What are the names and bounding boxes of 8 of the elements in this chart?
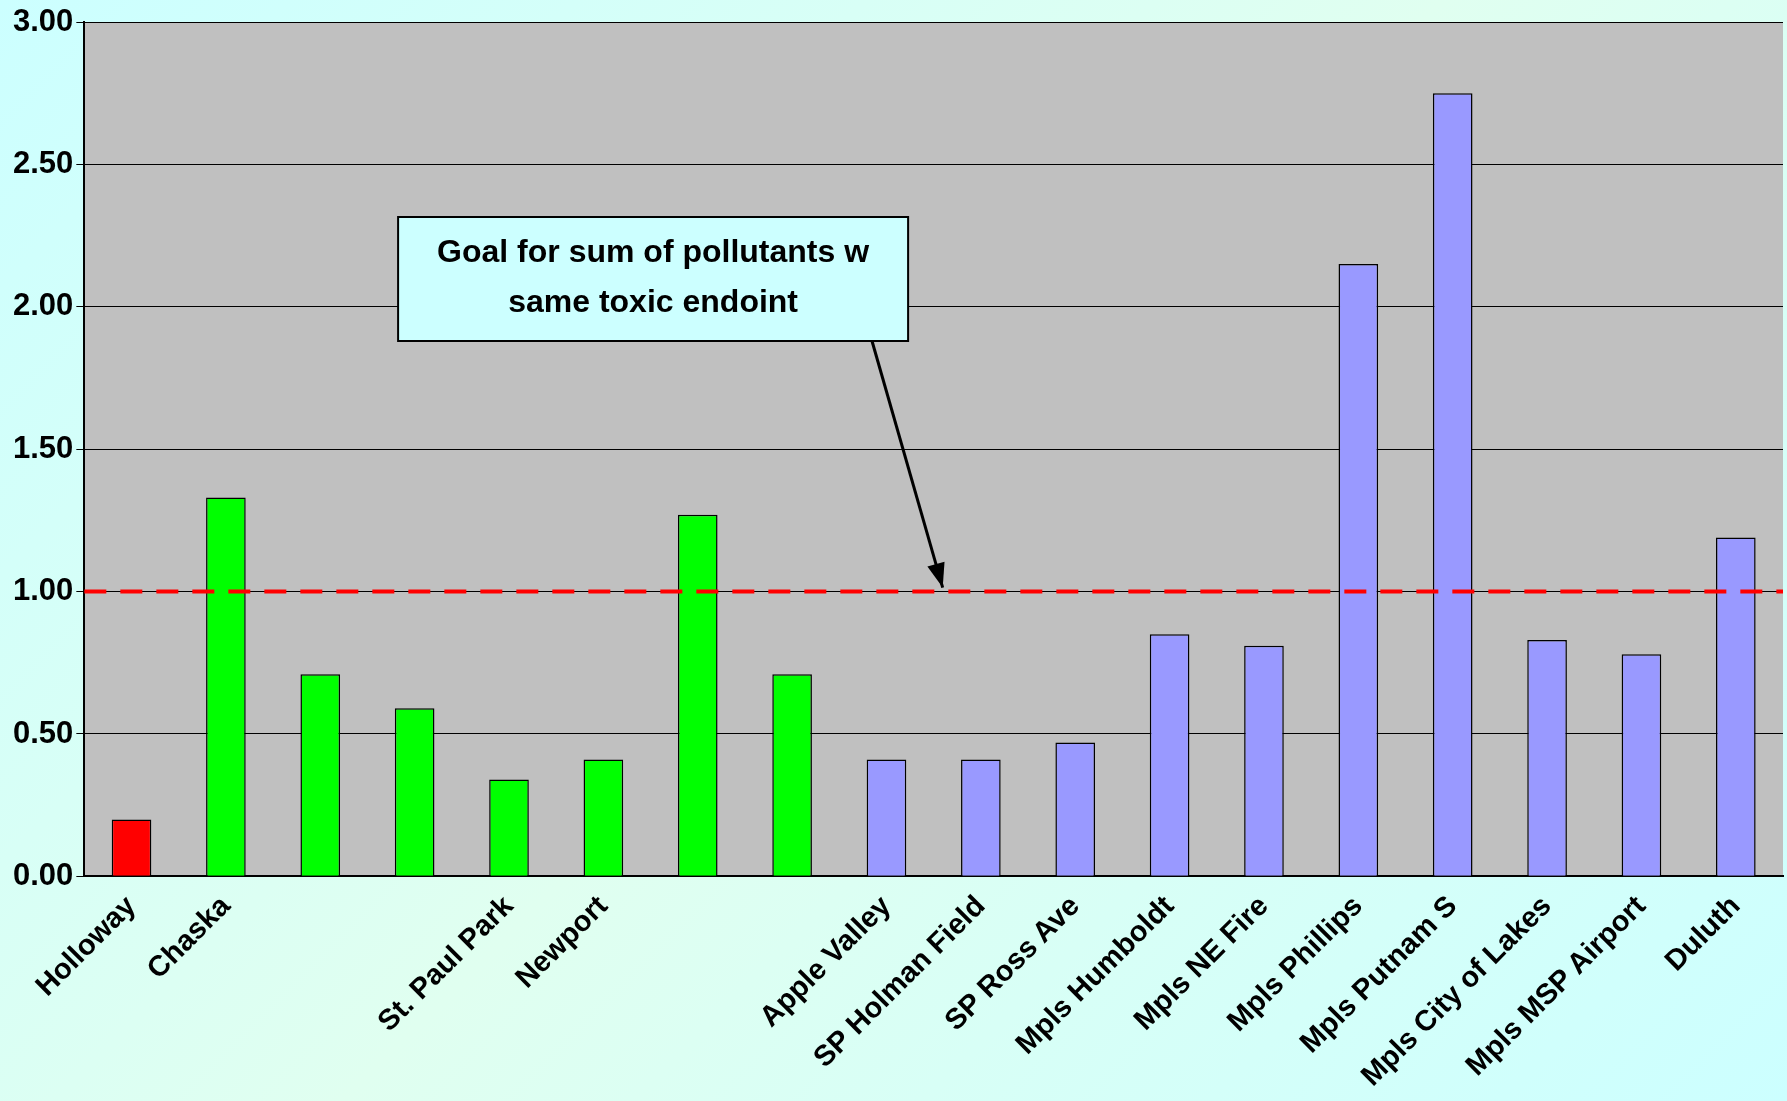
ref-line-label: Goal for sum of pollutants w same toxic endoint (437, 232, 870, 319)
y-tick-label: 3.00 (12, 2, 74, 38)
y-tick-label: 1.00 (12, 572, 74, 608)
y-tick-label: 1.50 (12, 429, 74, 465)
y-tick-label: 2.50 (12, 144, 74, 180)
y-tick-label: 0.50 (12, 714, 74, 750)
y-tick-label: 2.00 (12, 287, 74, 323)
y-tick-label: 0.00 (12, 856, 74, 892)
